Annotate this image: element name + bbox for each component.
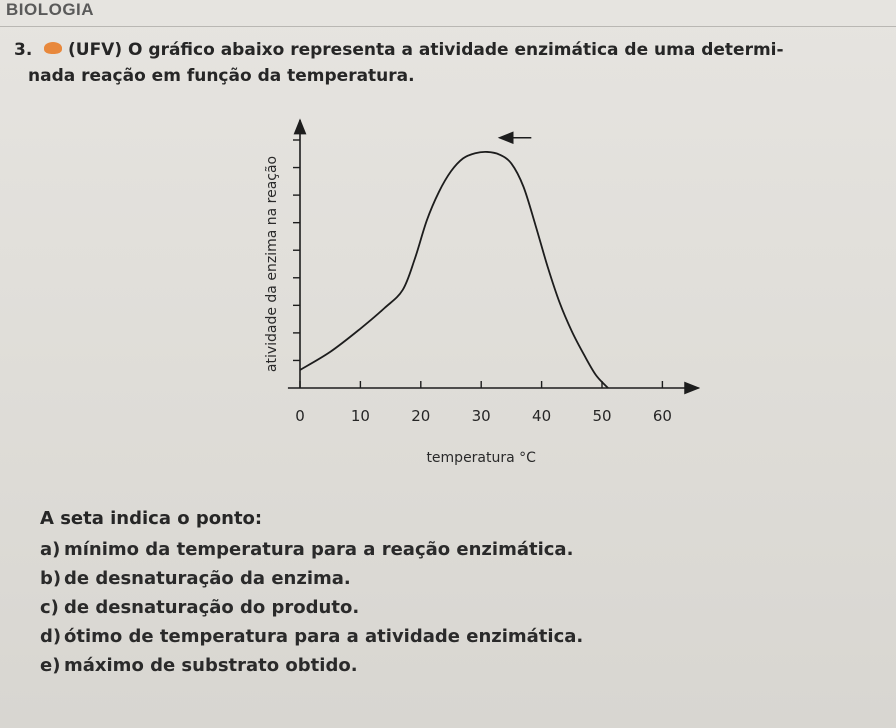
option-c[interactable]: c) de desnaturação do produto. [40,593,583,622]
option-text: mínimo da temperatura para a reação enzi… [64,539,574,560]
option-d[interactable]: d) ótimo de temperatura para a atividade … [40,622,583,651]
enzyme-activity-chart: 0 10 20 30 40 50 60 atividade da enzima na rea… [240,108,700,488]
option-letter: d) [40,626,62,647]
x-tick-label: 10 [351,407,370,425]
question-prompt: A seta indica o ponto: [40,508,263,529]
question-statement-line1: (UFV) O gráfico abaixo representa a ativ… [68,40,784,60]
option-text: de desnaturação do produto. [64,597,360,618]
option-text: máximo de substrato obtido. [64,655,358,676]
option-letter: c) [40,597,59,618]
option-b[interactable]: b) de desnaturação da enzima. [40,564,583,593]
chart-svg: 0 10 20 30 40 50 60 atividade da enzima na rea… [264,118,700,466]
x-tick-label: 0 [295,407,305,425]
x-tick-label: 40 [532,407,551,425]
question-number: 3. [14,40,33,60]
option-text: ótimo de temperatura para a atividade en… [64,626,584,647]
series-line-activity [299,150,609,389]
x-tick-label: 60 [653,407,672,425]
x-tick-label: 30 [472,407,491,425]
x-axis-label: temperatura °C [426,450,536,466]
orange-smiley-icon [44,42,62,54]
question-statement-line2: nada reação em função da temperatura. [28,66,415,86]
section-title: BIOLOGIA [6,0,95,19]
y-axis-label: atividade da enzima na reação [264,156,280,372]
option-e[interactable]: e) máximo de substrato obtido. [40,651,583,680]
section-divider [0,26,896,27]
option-text: de desnaturação da enzima. [64,568,351,589]
answer-options: a) mínimo da temperatura para a reação en… [40,535,583,680]
x-tick-label: 50 [592,407,611,425]
option-letter: b) [40,568,62,589]
option-a[interactable]: a) mínimo da temperatura para a reação en… [40,535,583,564]
option-letter: e) [40,655,61,676]
option-letter: a) [40,539,61,560]
question-header: 3. (UFV) O gráfico abaixo representa a at… [14,37,884,89]
x-tick-label: 20 [411,407,430,425]
